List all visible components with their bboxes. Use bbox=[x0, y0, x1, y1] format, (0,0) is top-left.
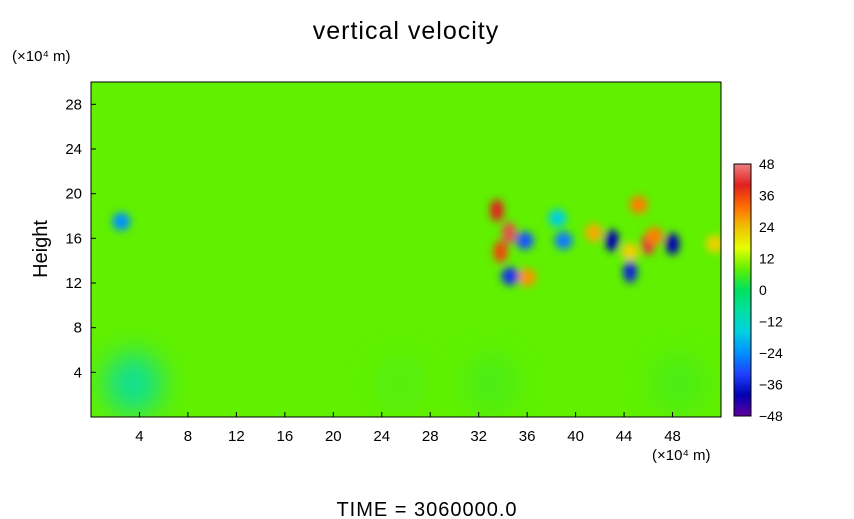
x-tick-label: 8 bbox=[184, 428, 192, 445]
x-tick-label: 36 bbox=[519, 428, 536, 445]
heatmap-feature bbox=[665, 232, 680, 255]
colorbar-tick-label: −36 bbox=[759, 377, 783, 393]
y-tick-label: 28 bbox=[65, 96, 82, 113]
heatmap-feature bbox=[493, 240, 508, 263]
y-tick-label: 20 bbox=[65, 186, 82, 203]
heatmap-feature bbox=[554, 231, 573, 250]
x-tick-label: 12 bbox=[228, 428, 245, 445]
x-tick-label: 40 bbox=[567, 428, 584, 445]
colorbar: 48 36 24 12 0 −12 −24 −36 −48 bbox=[733, 156, 783, 424]
colorbar-tick-label: 0 bbox=[759, 282, 767, 298]
heatmap-feature bbox=[604, 229, 619, 252]
y-tick-label: 12 bbox=[65, 275, 82, 292]
heatmap-feature bbox=[705, 234, 721, 253]
heatmap-feature bbox=[462, 353, 519, 414]
colorbar-tick-label: −24 bbox=[759, 345, 783, 361]
heatmap-feature bbox=[621, 242, 640, 261]
heatmap-feature bbox=[371, 353, 428, 414]
colorbar-gradient bbox=[733, 163, 752, 417]
colorbar-tick-label: 36 bbox=[759, 188, 775, 204]
colorbar-tick-label: −12 bbox=[759, 314, 783, 330]
chart-title: vertical velocity bbox=[313, 17, 500, 45]
x-tick-label: 16 bbox=[277, 428, 294, 445]
heatmap-feature bbox=[105, 353, 162, 414]
heatmap-feature bbox=[515, 231, 534, 250]
heatmap-feature bbox=[501, 267, 520, 286]
colorbar-tick-label: 12 bbox=[759, 251, 775, 267]
heatmap-feature bbox=[629, 195, 648, 214]
colorbar-tick-label: 24 bbox=[759, 219, 775, 235]
y-tick-label: 4 bbox=[74, 364, 82, 381]
colorbar-tick-label: −48 bbox=[759, 408, 783, 424]
heatmap-feature bbox=[584, 223, 603, 242]
y-axis-label: Height bbox=[30, 220, 52, 278]
x-tick-label: 48 bbox=[664, 428, 681, 445]
heatmap-feature bbox=[489, 199, 504, 222]
x-tick-label: 4 bbox=[135, 428, 143, 445]
heatmap-feature bbox=[650, 353, 707, 414]
y-axis: 4 8 12 16 20 24 28 bbox=[65, 96, 96, 381]
colorbar-tick-label: 48 bbox=[759, 156, 775, 172]
heatmap-feature bbox=[623, 260, 638, 283]
heatmap-feature bbox=[645, 227, 664, 246]
x-unit-label: (×10⁴ m) bbox=[652, 447, 711, 464]
heatmap-feature bbox=[501, 221, 516, 244]
heatmap-feature bbox=[518, 268, 537, 287]
y-tick-label: 16 bbox=[65, 230, 82, 247]
plot-frame bbox=[90, 81, 722, 418]
heatmap-feature bbox=[112, 212, 131, 231]
y-tick-label: 24 bbox=[65, 141, 82, 158]
y-unit-label: (×10⁴ m) bbox=[12, 48, 71, 65]
x-axis: 4 8 12 16 20 24 28 32 36 40 44 48 bbox=[135, 412, 681, 445]
y-tick-label: 8 bbox=[74, 320, 82, 337]
x-tick-label: 24 bbox=[373, 428, 390, 445]
x-tick-label: 20 bbox=[325, 428, 342, 445]
heatmap-feature bbox=[548, 209, 567, 228]
plot-area bbox=[91, 82, 721, 417]
time-footer: TIME = 3060000.0 bbox=[336, 499, 517, 519]
x-tick-label: 32 bbox=[470, 428, 487, 445]
x-tick-label: 28 bbox=[422, 428, 439, 445]
x-tick-label: 44 bbox=[616, 428, 633, 445]
